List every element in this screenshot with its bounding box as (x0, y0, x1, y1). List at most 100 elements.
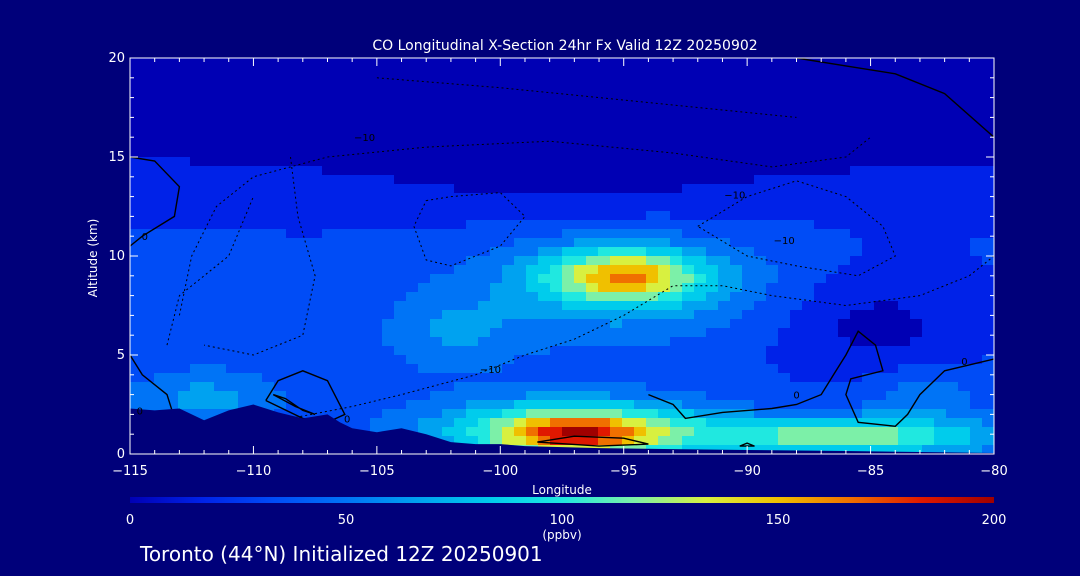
field-cell (958, 220, 971, 230)
field-cell (214, 337, 227, 347)
field-cell (130, 364, 143, 374)
field-cell (502, 202, 515, 212)
field-cell (610, 175, 623, 185)
field-cell (766, 265, 779, 275)
field-cell (322, 319, 335, 329)
field-cell (754, 373, 767, 383)
field-cell (646, 238, 659, 248)
field-cell (538, 283, 551, 293)
field-cell (982, 427, 994, 437)
field-cell (202, 76, 215, 86)
field-cell (310, 193, 323, 203)
field-cell (226, 58, 239, 68)
field-cell (454, 103, 467, 113)
field-cell (142, 283, 155, 293)
field-cell (934, 436, 947, 446)
field-cell (250, 382, 263, 392)
field-cell (658, 139, 671, 149)
field-cell (598, 157, 611, 167)
field-cell (334, 238, 347, 248)
field-cell (610, 382, 623, 392)
field-cell (814, 256, 827, 266)
field-cell (394, 256, 407, 266)
field-cell (154, 301, 167, 311)
field-cell (706, 328, 719, 338)
field-cell (442, 130, 455, 140)
field-cell (694, 229, 707, 239)
field-cell (190, 283, 203, 293)
field-cell (142, 211, 155, 221)
field-cell (778, 328, 791, 338)
field-cell (478, 76, 491, 86)
field-cell (682, 265, 695, 275)
field-cell (730, 121, 743, 131)
field-cell (730, 58, 743, 68)
field-cell (910, 391, 923, 401)
field-cell (478, 94, 491, 104)
field-cell (298, 391, 311, 401)
field-cell (802, 211, 815, 221)
field-cell (946, 400, 959, 410)
field-cell (658, 391, 671, 401)
field-cell (550, 58, 563, 68)
field-cell (514, 328, 527, 338)
field-cell (958, 157, 971, 167)
field-cell (670, 274, 683, 284)
field-cell (346, 238, 359, 248)
field-cell (430, 310, 443, 320)
field-cell (286, 67, 299, 77)
field-cell (442, 94, 455, 104)
field-cell (706, 301, 719, 311)
field-cell (778, 76, 791, 86)
field-cell (910, 256, 923, 266)
field-cell (610, 301, 623, 311)
field-cell (418, 229, 431, 239)
field-cell (478, 301, 491, 311)
field-cell (406, 382, 419, 392)
field-cell (634, 157, 647, 167)
field-cell (886, 220, 899, 230)
field-cell (754, 409, 767, 419)
field-cell (562, 373, 575, 383)
field-cell (334, 220, 347, 230)
field-cell (334, 391, 347, 401)
field-cell (574, 328, 587, 338)
field-cell (514, 238, 527, 248)
field-cell (874, 301, 887, 311)
field-cell (934, 184, 947, 194)
field-cell (178, 247, 191, 257)
field-cell (814, 67, 827, 77)
field-cell (154, 148, 167, 158)
field-cell (286, 346, 299, 356)
field-cell (202, 292, 215, 302)
field-cell (874, 391, 887, 401)
field-cell (658, 112, 671, 122)
field-cell (826, 67, 839, 77)
field-cell (418, 265, 431, 275)
field-cell (814, 121, 827, 131)
field-cell (634, 337, 647, 347)
field-cell (778, 94, 791, 104)
field-cell (358, 247, 371, 257)
field-cell (490, 301, 503, 311)
field-cell (598, 220, 611, 230)
field-cell (934, 283, 947, 293)
field-cell (730, 310, 743, 320)
terrain-layer (130, 404, 994, 454)
field-cell (826, 274, 839, 284)
field-cell (466, 409, 479, 419)
field-cell (382, 337, 395, 347)
field-cell (598, 184, 611, 194)
field-cell (202, 328, 215, 338)
field-cell (622, 409, 635, 419)
field-cell (250, 112, 263, 122)
field-cell (802, 112, 815, 122)
field-cell (934, 238, 947, 248)
field-cell (886, 58, 899, 68)
field-cell (706, 238, 719, 248)
field-cell (958, 193, 971, 203)
field-cell (178, 391, 191, 401)
field-cell (874, 157, 887, 167)
field-cell (754, 103, 767, 113)
field-cell (526, 391, 539, 401)
